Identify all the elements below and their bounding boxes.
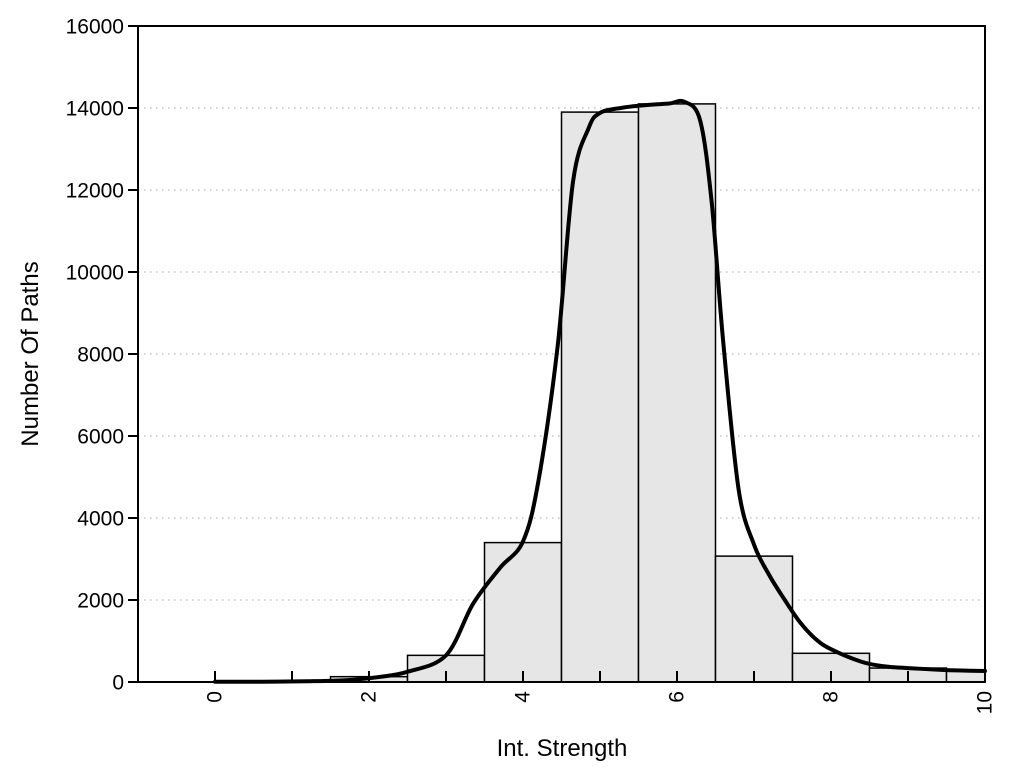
fit-curve (213, 98, 987, 684)
ticks-layer (128, 25, 986, 683)
y-tick-label: 8000 (77, 343, 124, 366)
x-tick-label: 4 (512, 691, 535, 703)
y-tick-label: 14000 (66, 97, 124, 120)
y-axis-title: Number Of Paths (17, 261, 44, 446)
y-tick-label: 0 (112, 671, 124, 694)
x-tick-label: 8 (820, 691, 843, 703)
histogram-bar (637, 103, 717, 683)
fit-curve-layer (213, 98, 987, 684)
tick-labels-layer: 0 2 4 6 8 10 0 2000 4000 6000 8000 10000 12000 14000 1… (66, 15, 997, 714)
y-tick-label: 10000 (66, 261, 124, 284)
y-tick-label: 12000 (66, 179, 124, 202)
x-axis-title: Int. Strength (497, 735, 628, 762)
y-tick-label: 4000 (77, 507, 124, 530)
x-tick-label: 2 (358, 691, 381, 703)
y-tick-label: 16000 (66, 15, 124, 38)
y-tick-label: 2000 (77, 589, 124, 612)
histogram-bar (483, 541, 563, 683)
histogram-bar (714, 555, 794, 683)
histogram-bars-layer (329, 103, 986, 683)
x-tick-label: 0 (204, 691, 227, 703)
x-tick-label: 6 (666, 691, 689, 703)
y-tick-label: 6000 (77, 425, 124, 448)
x-tick-label: 10 (974, 691, 997, 714)
